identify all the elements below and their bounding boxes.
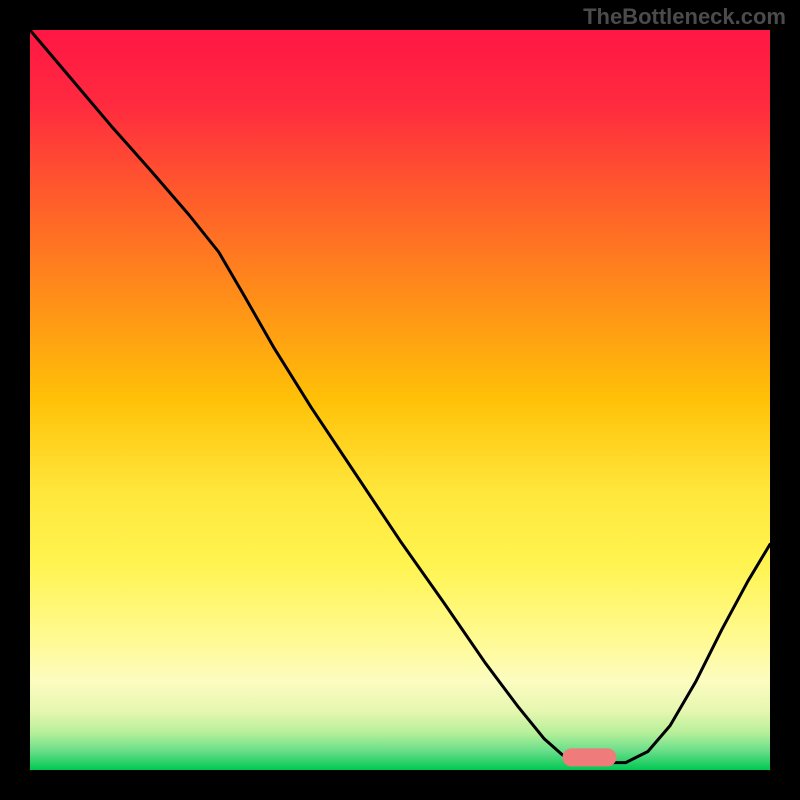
chart-container: TheBottleneck.com [0, 0, 800, 800]
chart-svg [0, 0, 800, 800]
plot-background [30, 30, 770, 770]
optimal-marker [562, 748, 616, 766]
watermark-text: TheBottleneck.com [583, 4, 786, 30]
